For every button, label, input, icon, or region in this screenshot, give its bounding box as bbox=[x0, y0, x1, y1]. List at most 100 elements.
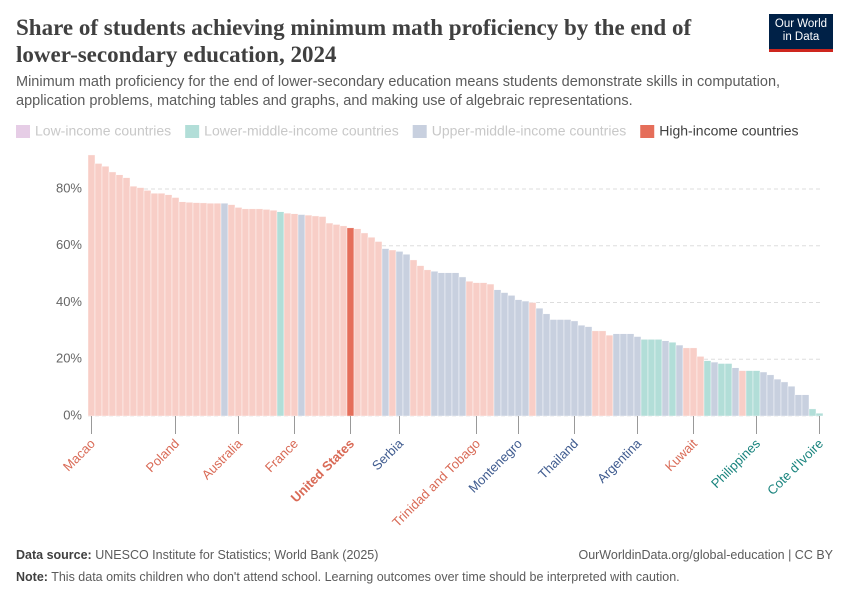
bar bbox=[577, 325, 586, 417]
bar bbox=[220, 202, 229, 417]
y-tick-label: 60% bbox=[56, 237, 82, 252]
bar bbox=[185, 202, 194, 417]
bar bbox=[808, 408, 817, 417]
bar bbox=[87, 154, 96, 417]
bar bbox=[535, 307, 544, 417]
bar bbox=[619, 333, 628, 417]
bar bbox=[801, 394, 810, 417]
bar bbox=[507, 295, 516, 417]
legend-swatch bbox=[185, 125, 200, 138]
bar bbox=[465, 281, 474, 417]
bar bbox=[654, 339, 663, 417]
x-tick-label: Thailand bbox=[535, 436, 581, 482]
bar bbox=[367, 237, 376, 417]
bar bbox=[815, 412, 824, 417]
bar bbox=[381, 248, 390, 417]
bar bbox=[297, 214, 306, 417]
note: Note: This data omits children who don't… bbox=[16, 570, 680, 584]
bar bbox=[206, 202, 215, 417]
bar bbox=[262, 209, 271, 417]
bar bbox=[423, 269, 432, 417]
bar bbox=[164, 194, 173, 417]
note-label: Note: bbox=[16, 570, 48, 584]
bar bbox=[283, 212, 292, 417]
bar bbox=[311, 215, 320, 417]
subtitle: Minimum math proficiency for the end of … bbox=[16, 74, 781, 109]
bar bbox=[402, 254, 411, 417]
legend-swatch bbox=[640, 125, 655, 138]
bar bbox=[213, 202, 222, 417]
y-tick-label: 40% bbox=[56, 294, 82, 309]
x-tick-label: Philippines bbox=[708, 436, 763, 491]
note-text: This data omits children who don't atten… bbox=[51, 570, 680, 584]
x-tick-label: Macao bbox=[60, 436, 98, 474]
bar bbox=[171, 197, 180, 417]
legend-label: Upper-middle-income countries bbox=[432, 123, 627, 139]
bar bbox=[528, 302, 537, 417]
bar bbox=[115, 174, 124, 417]
bar bbox=[542, 313, 551, 417]
bar bbox=[290, 213, 299, 417]
url[interactable]: OurWorldinData.org/global-education | CC… bbox=[578, 548, 833, 562]
bar bbox=[738, 370, 747, 417]
bar bbox=[269, 210, 278, 417]
legend-label: Low-income countries bbox=[35, 123, 171, 139]
bar bbox=[612, 333, 621, 417]
legend-swatch bbox=[412, 125, 427, 138]
legend-label: High-income countries bbox=[659, 123, 798, 139]
bar bbox=[745, 370, 754, 417]
bar bbox=[122, 177, 131, 417]
x-tick-label: Poland bbox=[143, 436, 182, 475]
bar bbox=[444, 272, 453, 417]
bar bbox=[437, 272, 446, 417]
bar bbox=[248, 208, 257, 417]
bar bbox=[353, 228, 362, 417]
bar bbox=[500, 292, 509, 417]
y-tick-label: 20% bbox=[56, 351, 82, 366]
bar bbox=[255, 208, 264, 417]
legend-label: Lower-middle-income countries bbox=[204, 123, 399, 139]
bar bbox=[682, 347, 691, 417]
bar bbox=[486, 283, 495, 417]
x-tick-label: France bbox=[262, 436, 301, 475]
bar bbox=[598, 330, 607, 417]
bar bbox=[605, 334, 614, 417]
y-tick-label: 80% bbox=[56, 180, 82, 195]
bar bbox=[640, 339, 649, 417]
bar bbox=[150, 193, 159, 417]
bar bbox=[563, 319, 572, 417]
bar bbox=[493, 289, 502, 417]
bar bbox=[339, 225, 348, 417]
bar bbox=[773, 378, 782, 417]
bar bbox=[570, 320, 579, 417]
bar bbox=[360, 232, 369, 417]
bar bbox=[731, 367, 740, 417]
bar bbox=[752, 370, 761, 417]
bar bbox=[94, 163, 103, 417]
bar bbox=[633, 336, 642, 417]
bar bbox=[556, 319, 565, 417]
y-tick-label: 0% bbox=[63, 407, 82, 422]
x-tick-label: Serbia bbox=[369, 435, 407, 473]
bar bbox=[675, 344, 684, 417]
bar bbox=[374, 241, 383, 417]
bar bbox=[101, 166, 110, 417]
bar bbox=[416, 265, 425, 417]
bar bbox=[451, 272, 460, 417]
bar bbox=[136, 187, 145, 417]
bar bbox=[584, 326, 593, 417]
x-tick-label: Australia bbox=[199, 435, 246, 482]
bar bbox=[458, 276, 467, 417]
bar bbox=[157, 193, 166, 417]
bar bbox=[717, 363, 726, 417]
bar bbox=[395, 251, 404, 417]
bar bbox=[759, 371, 768, 417]
bar bbox=[696, 356, 705, 417]
bar bbox=[388, 249, 397, 417]
bar bbox=[472, 282, 481, 417]
bar bbox=[647, 339, 656, 417]
bar bbox=[668, 342, 677, 417]
logo[interactable]: Our World in Data bbox=[769, 14, 833, 52]
